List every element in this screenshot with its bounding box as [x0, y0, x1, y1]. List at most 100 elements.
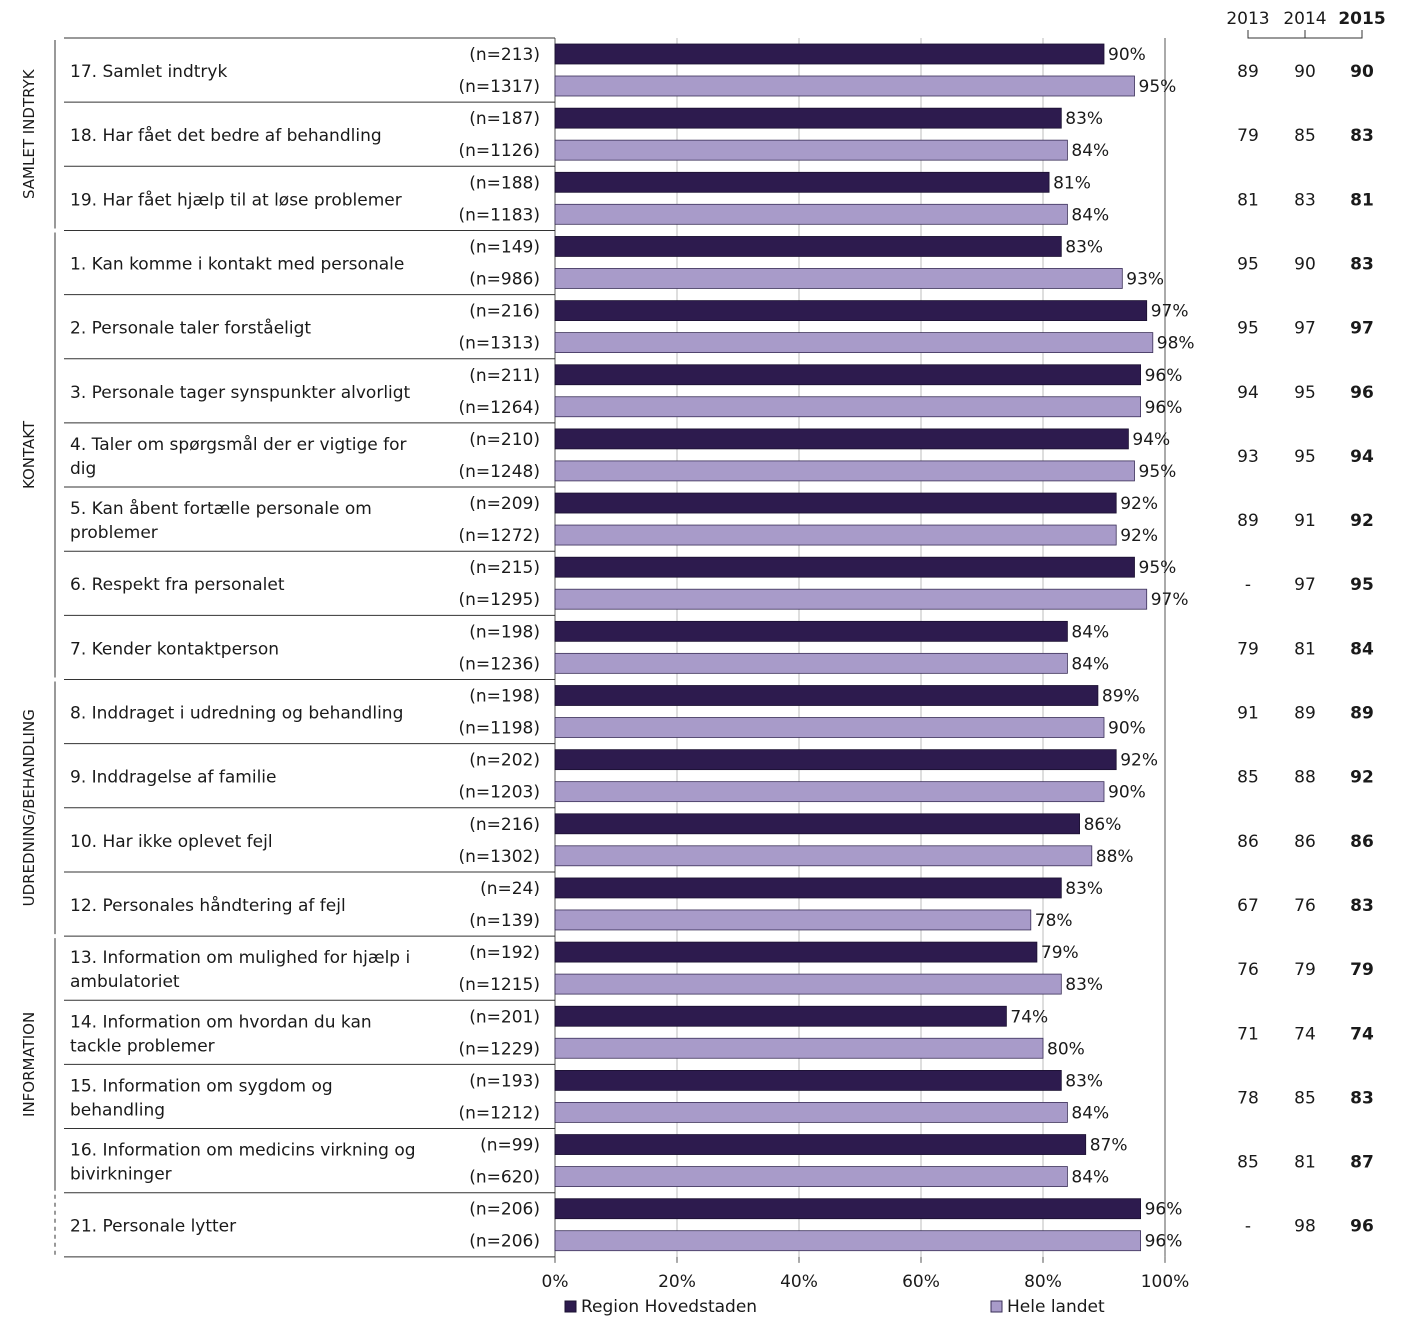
- data-label-landet: 84%: [1071, 1103, 1109, 1123]
- question-label-cont: bivirkninger: [70, 1165, 172, 1185]
- n-count-landet: (n=206): [469, 1232, 540, 1252]
- bars: 90% 95% 83% 84% 81% 84% 83% 93% 97% 98% 96% 96% 94% 9…: [554, 43, 1195, 1252]
- bar-hele-landet: [554, 139, 1068, 161]
- bar-hele-landet: [554, 524, 1117, 546]
- group-label: INFORMATION: [20, 1012, 38, 1117]
- year-value-2015: 94: [1350, 447, 1374, 467]
- year-value-2014: 97: [1294, 575, 1316, 595]
- year-value-2014: 88: [1294, 768, 1316, 788]
- data-label-landet: 80%: [1047, 1039, 1085, 1059]
- data-label-landet: 96%: [1145, 1232, 1183, 1252]
- year-value-2015: 96: [1350, 1217, 1374, 1237]
- question-label: 12. Personales håndtering af fejl: [70, 895, 346, 916]
- question-label: 5. Kan åbent fortælle personale om: [70, 498, 372, 519]
- x-axis: 0% 20% 40% 60% 80% 100%: [542, 1256, 1189, 1292]
- year-header-bracket: [1247, 30, 1363, 39]
- n-count-landet: (n=986): [469, 269, 540, 289]
- data-label-landet: 95%: [1139, 77, 1177, 97]
- bar-region-hovedstaden: [554, 236, 1062, 257]
- year-columns: 89 90 90 79 85 83 81 83 81 95 90 83 95 97 97 94 95 96 93 95…: [1226, 9, 1385, 1237]
- row-labels: (n=213) (n=1317) 17. Samlet indtryk (n=187)…: [70, 45, 540, 1252]
- n-count-region: (n=210): [469, 430, 540, 450]
- bar-region-hovedstaden: [554, 43, 1105, 65]
- bar-region-hovedstaden: [554, 1070, 1062, 1091]
- bar-hele-landet: [554, 1037, 1044, 1059]
- bar-hele-landet: [554, 1230, 1141, 1252]
- year-value-2013: 95: [1237, 254, 1259, 274]
- year-value-2014: 79: [1294, 960, 1316, 980]
- data-label-region: 96%: [1145, 366, 1183, 386]
- data-label-region: 97%: [1151, 302, 1189, 322]
- year-value-2013: 81: [1237, 190, 1259, 210]
- bar-hele-landet: [554, 332, 1154, 354]
- bar-region-hovedstaden: [554, 300, 1148, 322]
- year-value-2013: 85: [1237, 1153, 1259, 1173]
- n-count-landet: (n=1313): [458, 334, 540, 354]
- question-label: 19. Har fået hjælp til at løse problemer: [70, 189, 402, 210]
- n-count-region: (n=198): [469, 687, 540, 707]
- n-count-landet: (n=620): [469, 1168, 540, 1188]
- bar-hele-landet: [554, 203, 1068, 225]
- question-label: 21. Personale lytter: [70, 1217, 236, 1237]
- question-label-cont: dig: [70, 459, 96, 479]
- n-count-region: (n=187): [469, 109, 540, 129]
- year-value-2013: 79: [1237, 126, 1259, 146]
- bar-region-hovedstaden: [554, 171, 1050, 193]
- question-label: 8. Inddraget i udredning og behandling: [70, 704, 403, 724]
- year-value-2014: 95: [1294, 447, 1316, 467]
- bar-region-hovedstaden: [554, 107, 1062, 129]
- year-value-2015: 83: [1350, 254, 1374, 274]
- bar-region-hovedstaden: [554, 749, 1117, 771]
- data-label-landet: 84%: [1071, 205, 1109, 225]
- bar-hele-landet: [554, 268, 1123, 289]
- data-label-landet: 90%: [1108, 783, 1146, 803]
- question-label: 4. Taler om spørgsmål der er vigtige for: [70, 434, 407, 455]
- year-value-2014: 86: [1294, 832, 1316, 852]
- bar-hele-landet: [554, 1102, 1068, 1123]
- n-count-region: (n=206): [469, 1200, 540, 1220]
- year-value-2015: 74: [1350, 1024, 1374, 1044]
- x-tick-label: 20%: [658, 1272, 696, 1292]
- year-value-2013: 89: [1237, 511, 1259, 531]
- bar-hele-landet: [554, 75, 1135, 97]
- grid-lines: [64, 37, 1166, 1258]
- legend-label-landet: Hele landet: [1007, 1297, 1105, 1317]
- question-label-cont: behandling: [70, 1100, 165, 1120]
- year-value-2013: 85: [1237, 768, 1259, 788]
- question-label: 15. Information om sygdom og: [70, 1076, 333, 1096]
- n-count-landet: (n=1229): [458, 1039, 540, 1059]
- question-label: 10. Har ikke oplevet fejl: [70, 832, 273, 852]
- n-count-landet: (n=1203): [458, 783, 540, 803]
- data-label-region: 87%: [1090, 1136, 1128, 1156]
- year-value-2014: 97: [1294, 319, 1316, 339]
- n-count-region: (n=193): [469, 1071, 540, 1091]
- data-label-landet: 78%: [1035, 911, 1073, 931]
- year-value-2013: 67: [1237, 896, 1259, 916]
- year-value-2013: 93: [1237, 447, 1259, 467]
- n-count-region: (n=209): [469, 494, 540, 514]
- bar-hele-landet: [554, 588, 1148, 610]
- question-label: 14. Information om hvordan du kan: [70, 1012, 372, 1032]
- data-label-region: 83%: [1065, 1071, 1103, 1091]
- year-value-2014: 76: [1294, 896, 1316, 916]
- n-count-region: (n=198): [469, 622, 540, 642]
- year-value-2015: 81: [1350, 190, 1374, 210]
- data-label-region: 81%: [1053, 173, 1091, 193]
- year-value-2015: 87: [1350, 1153, 1374, 1173]
- year-value-2014: 81: [1294, 639, 1316, 659]
- data-label-region: 83%: [1065, 879, 1103, 899]
- n-count-landet: (n=1236): [458, 654, 540, 674]
- group-label: KONTAKT: [20, 420, 38, 489]
- year-value-2013: 94: [1237, 383, 1259, 403]
- data-label-region: 83%: [1065, 237, 1103, 257]
- year-value-2014: 89: [1294, 704, 1316, 724]
- n-count-landet: (n=1215): [458, 975, 540, 995]
- n-count-landet: (n=1264): [458, 398, 540, 418]
- year-value-2015: 86: [1350, 832, 1374, 852]
- legend: Region Hovedstaden Hele landet: [564, 1297, 1105, 1317]
- year-value-2013: 71: [1237, 1024, 1259, 1044]
- question-label: 9. Inddragelse af familie: [70, 768, 277, 788]
- n-count-landet: (n=1183): [458, 205, 540, 225]
- year-value-2015: 95: [1350, 575, 1374, 595]
- data-label-landet: 88%: [1096, 847, 1134, 867]
